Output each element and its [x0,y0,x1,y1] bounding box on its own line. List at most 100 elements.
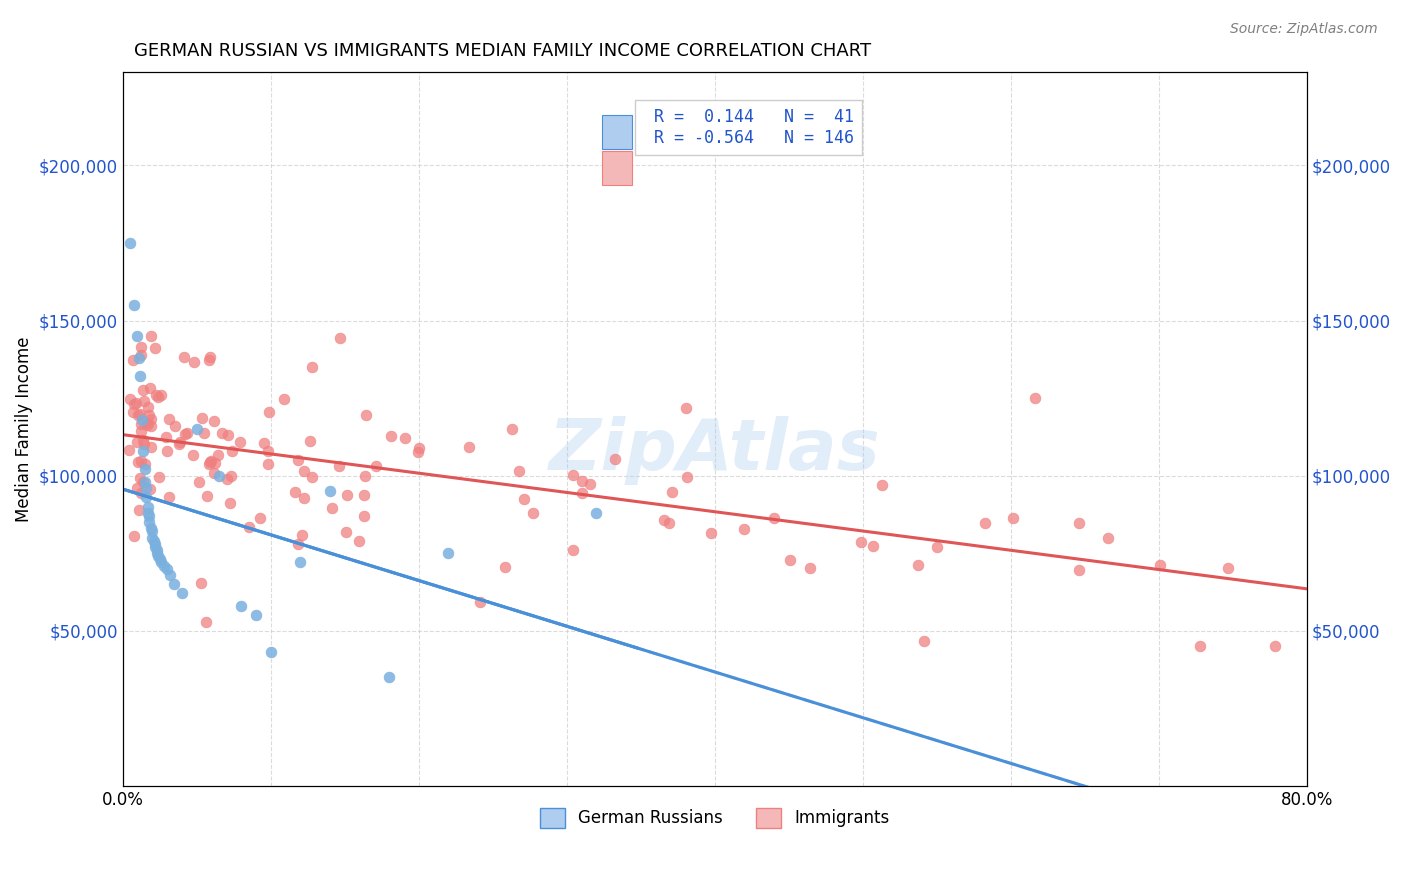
Point [129,417,152,432]
Point [259,645,281,659]
Point [378,670,401,684]
Point [174,426,197,441]
Point [394,431,416,445]
Point [134,394,156,409]
Point [183,354,205,368]
Point [163,577,186,591]
Point [200,454,222,468]
FancyBboxPatch shape [602,115,631,150]
Point [927,540,949,554]
Point [249,511,271,525]
Point [219,468,242,483]
Point [354,408,377,422]
Point [1149,558,1171,573]
Point [1024,391,1046,405]
Point [165,418,187,433]
Point [129,486,152,500]
Point [380,429,402,443]
Point [132,433,155,447]
Point [138,508,160,523]
Point [675,469,697,483]
Point [1218,561,1240,575]
Point [118,442,141,457]
Point [134,457,156,471]
Point [974,516,997,530]
Point [138,381,160,395]
Point [135,491,157,505]
Point [136,506,159,520]
Point [571,485,593,500]
Point [294,464,316,478]
Point [501,422,523,436]
Point [138,515,160,529]
Point [907,558,929,573]
Point [141,531,163,545]
Point [603,452,626,467]
Point [129,454,152,468]
Point [135,481,157,495]
Point [121,405,143,419]
Text: R =  0.144   N =  41
 R = -0.564   N = 146: R = 0.144 N = 41 R = -0.564 N = 146 [644,108,853,147]
Point [141,524,163,539]
Point [143,341,166,355]
Point [131,413,153,427]
Point [273,392,295,407]
Point [468,595,491,609]
Point [143,537,166,551]
Point [335,524,357,539]
Point [127,455,149,469]
Point [437,546,460,560]
Point [1189,639,1212,653]
Point [658,516,681,530]
Point [406,444,429,458]
Point [229,435,252,450]
Point [408,442,430,456]
Point [142,533,165,548]
Point [139,419,162,434]
Point [128,351,150,365]
Point [799,561,821,575]
Point [143,540,166,554]
Point [522,507,544,521]
Point [136,500,159,514]
Point [353,488,375,502]
Point [207,448,229,462]
Y-axis label: Median Family Income: Median Family Income [15,336,32,522]
Point [301,359,323,374]
Point [508,464,530,478]
Point [136,417,159,431]
Point [155,430,177,444]
Point [301,470,323,484]
Point [253,436,276,450]
Point [139,521,162,535]
Point [328,459,350,474]
Point [183,448,205,462]
Point [579,476,602,491]
Point [157,412,180,426]
Point [870,478,893,492]
Point [562,542,585,557]
Point [208,468,231,483]
Point [128,503,150,517]
Point [349,533,371,548]
Point [336,488,359,502]
Point [169,437,191,451]
Point [129,424,152,438]
Point [1002,511,1025,525]
Point [204,456,226,470]
Point [284,484,307,499]
Point [366,459,388,474]
Point [292,491,315,506]
Point [202,466,225,480]
Point [139,329,162,343]
Text: GERMAN RUSSIAN VS IMMIGRANTS MEDIAN FAMILY INCOME CORRELATION CHART: GERMAN RUSSIAN VS IMMIGRANTS MEDIAN FAMI… [135,42,872,60]
Point [156,443,179,458]
Point [129,369,152,384]
Point [124,298,146,312]
Point [149,388,172,402]
Point [571,474,593,488]
Point [170,586,193,600]
Point [229,599,252,613]
Point [329,331,352,345]
Point [256,457,278,471]
